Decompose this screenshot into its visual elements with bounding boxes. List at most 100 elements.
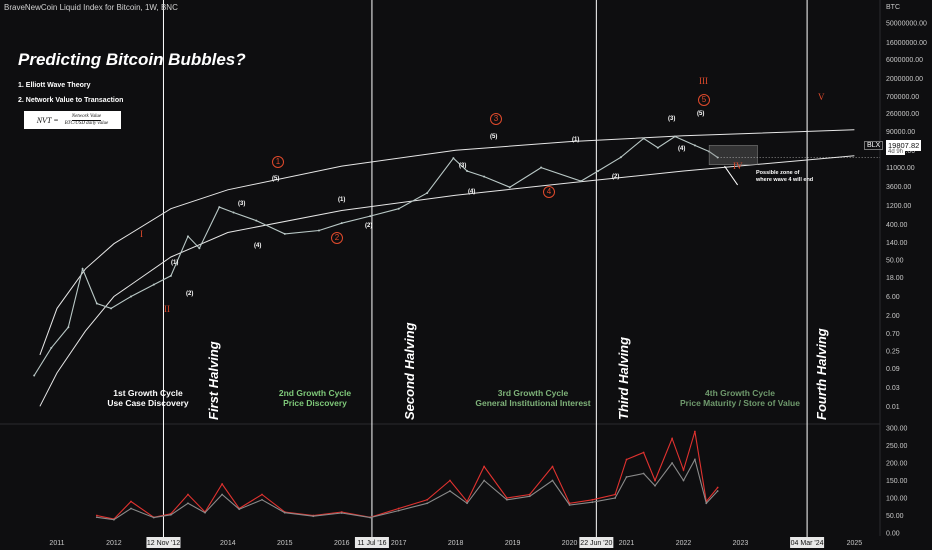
price-point: [397, 207, 400, 210]
price-point: [619, 156, 622, 159]
wave-label: (2): [612, 174, 620, 180]
x-tick-label: 04 Mar '24: [791, 540, 824, 547]
note-elliott: 1. Elliott Wave Theory: [18, 82, 91, 89]
x-tick-label: 2022: [676, 540, 692, 547]
nvt-point: [705, 502, 708, 505]
y-tick-label: 50000000.00: [886, 21, 927, 28]
nvt-point: [221, 493, 224, 496]
price-point: [218, 206, 221, 209]
nvt-point: [528, 495, 531, 498]
nvt-point: [568, 504, 571, 506]
x-tick-label: 11 Jul '16: [357, 540, 386, 547]
wave-label: (5): [272, 176, 280, 182]
nvt-point: [693, 458, 696, 461]
x-tick-label: 2023: [733, 540, 749, 547]
wave-roman-2: II: [164, 304, 170, 314]
x-tick-label: 2015: [277, 540, 293, 547]
price-point: [642, 137, 645, 140]
y-tick-label: 16000000.00: [886, 40, 927, 47]
price-point: [369, 215, 372, 218]
nvt-point: [261, 498, 263, 501]
formula-lhs: NVT =: [36, 115, 59, 125]
nvt-point: [221, 483, 224, 485]
wave-label: (4): [468, 189, 476, 195]
nvt-point: [614, 493, 617, 496]
y-tick-label: 1200.00: [886, 203, 911, 210]
price-point: [656, 146, 659, 149]
x-tick-label: 2014: [220, 540, 236, 547]
currency-label: BTC: [886, 4, 900, 11]
price-point: [81, 267, 84, 270]
nvt-point: [551, 465, 554, 468]
channel-upper: [39, 129, 855, 356]
price-point: [426, 191, 429, 194]
zone-note: Possible zone of where wave 4 will end: [756, 170, 814, 183]
x-tick-label: 2020: [562, 540, 578, 547]
price-point: [198, 247, 201, 250]
nvt-point: [693, 430, 696, 433]
y-tick-label: 400.00: [886, 222, 908, 229]
nvt-point: [591, 498, 594, 501]
nvt-point: [591, 501, 594, 504]
nvt-point: [716, 486, 719, 489]
cycle-1-line2: Use Case Discovery: [107, 398, 189, 408]
chart-title: Predicting Bitcoin Bubbles?: [18, 50, 246, 69]
nvt-point: [671, 437, 674, 440]
nvt-point: [238, 508, 241, 511]
nvt-point: [187, 493, 189, 496]
price-point: [597, 169, 600, 172]
wave-label: (1): [572, 137, 580, 143]
nvt-point: [551, 479, 554, 482]
x-tick-badge: [354, 537, 389, 548]
formula-fraction: Network Value BTC/USD daily value: [65, 114, 109, 127]
price-point: [283, 232, 286, 235]
price-point: [579, 180, 582, 183]
channel-lower: [39, 155, 855, 407]
x-tick-label: 2012: [106, 540, 122, 547]
nvt-point: [682, 469, 685, 471]
x-tick-label: 2011: [49, 540, 64, 547]
nvt-y-tick-label: 150.00: [886, 478, 908, 485]
nvt-point: [671, 462, 674, 464]
y-tick-label: 90000.00: [886, 129, 915, 136]
price-point: [673, 135, 676, 138]
nvt-point: [187, 502, 189, 505]
x-tick-label: 2018: [448, 540, 464, 547]
y-tick-label: 3600.00: [886, 184, 911, 191]
nvt-point: [426, 498, 429, 501]
nvt-point: [283, 511, 286, 514]
nvt-y-tick-label: 300.00: [886, 426, 908, 433]
y-tick-label: 700000.00: [886, 94, 919, 101]
nvt-point: [340, 512, 343, 514]
y-tick-label: 260000.00: [886, 111, 919, 118]
price-point: [693, 144, 696, 147]
price-point: [95, 302, 98, 305]
price-point: [186, 235, 189, 238]
wave-circle-4: 4: [543, 186, 555, 198]
cycle-4-line2: Price Maturity / Store of Value: [680, 398, 800, 408]
nvt-point: [130, 507, 132, 510]
cycle-2-label: 2nd Growth Cycle Price Discovery: [255, 388, 375, 408]
y-tick-label: 0.01: [886, 404, 900, 411]
wave-roman-4: IV: [733, 161, 743, 171]
nvt-point: [95, 514, 98, 517]
y-tick-label: 2000000.00: [886, 76, 923, 83]
nvt-point: [506, 497, 508, 499]
cycle-2-line2: Price Discovery: [283, 398, 347, 408]
nvt-point: [95, 516, 98, 519]
price-point: [452, 157, 455, 160]
nvt-point: [426, 502, 429, 505]
price-point: [110, 307, 113, 310]
cycle-3-line1: 3rd Growth Cycle: [497, 388, 569, 398]
wave-label: (5): [490, 134, 498, 140]
nvt-point: [642, 472, 645, 475]
nvt-point: [466, 502, 468, 505]
x-tick-label: 2016: [334, 540, 350, 547]
x-tick-badge: [146, 537, 181, 548]
nvt-point: [528, 493, 531, 496]
y-tick-label: 140.00: [886, 240, 908, 247]
nvt-point: [506, 498, 508, 501]
cycle-1-line1: 1st Growth Cycle: [113, 388, 183, 398]
